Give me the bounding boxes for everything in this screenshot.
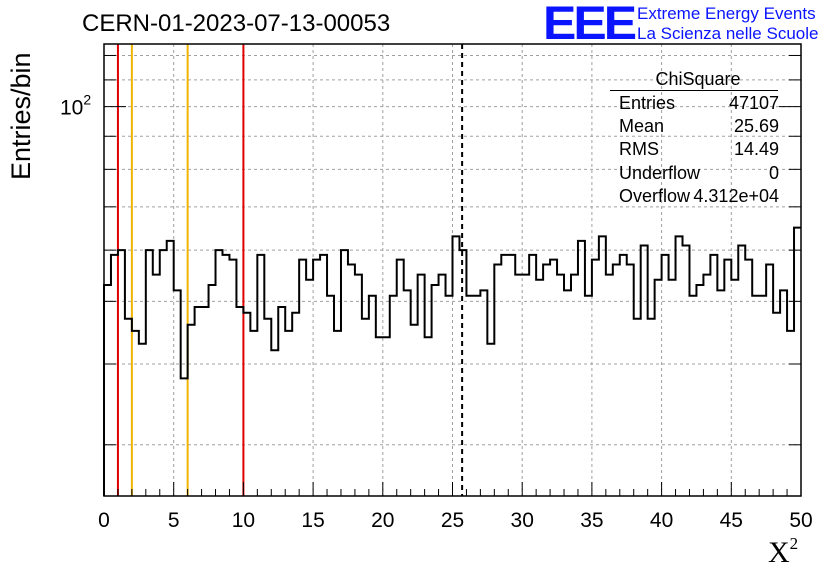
stats-label: Mean <box>619 116 665 137</box>
stats-row-entries: Entries 47107 <box>619 92 779 115</box>
x-tick-label: 20 <box>371 509 394 532</box>
stats-value: 47107 <box>728 93 779 113</box>
x-tick-label: 15 <box>301 509 324 532</box>
stats-box: ChiSquare Entries 47107 Mean 25.69 RMS 14.4… <box>610 68 780 206</box>
stats-rows: Entries 47107 Mean 25.69 RMS 14.49 Underflo… <box>619 92 779 208</box>
stats-label: RMS <box>619 139 659 160</box>
logo-caption-line2: La Scienza nelle Scuole <box>637 24 819 43</box>
histogram-series-line <box>103 226 801 496</box>
x-axis-label: X2 <box>768 534 799 570</box>
stats-label: Entries <box>619 93 676 113</box>
stats-value: 4.312e+04 <box>693 185 779 206</box>
x-tick-label: 45 <box>720 509 743 532</box>
x-tick-label: 50 <box>789 509 812 532</box>
stats-value: 25.69 <box>733 116 779 137</box>
stats-row-underflow: Underflow 0 <box>619 162 779 185</box>
y-tick-label: 102 <box>60 92 91 120</box>
stats-row-mean: Mean 25.69 <box>619 115 779 138</box>
axis-tick-labels: 0 5 10 15 20 25 30 35 40 45 50 102 <box>60 92 813 532</box>
x-tick-label: 10 <box>232 509 255 532</box>
x-axis-label-superscript: 2 <box>789 534 799 553</box>
eee-logo: EEE <box>543 0 637 50</box>
stats-row-overflow: Overflow 4.312e+04 <box>619 185 779 208</box>
x-tick-label: 25 <box>441 509 464 532</box>
x-tick-label: 40 <box>650 509 673 532</box>
stats-row-rms: RMS 14.49 <box>619 138 779 161</box>
chart-title: CERN-01-2023-07-13-00053 <box>82 10 391 37</box>
stats-title-rule <box>610 90 778 91</box>
x-tick-label: 5 <box>168 509 180 532</box>
reference-lines <box>116 44 464 496</box>
stats-label: Overflow <box>619 185 691 206</box>
x-tick-label: 30 <box>511 509 534 532</box>
x-tick-label: 35 <box>580 509 603 532</box>
x-tick-label: 0 <box>98 509 110 532</box>
stats-title: ChiSquare <box>655 69 741 89</box>
y-axis-label: Entries/bin <box>6 52 36 180</box>
stats-value: 14.49 <box>733 139 779 160</box>
logo-caption-line1: Extreme Energy Events <box>637 4 816 23</box>
axis-ticks <box>103 54 802 496</box>
stats-value: 0 <box>768 162 779 183</box>
x-axis-label-base: X <box>768 536 790 569</box>
stats-label: Underflow <box>619 162 701 183</box>
